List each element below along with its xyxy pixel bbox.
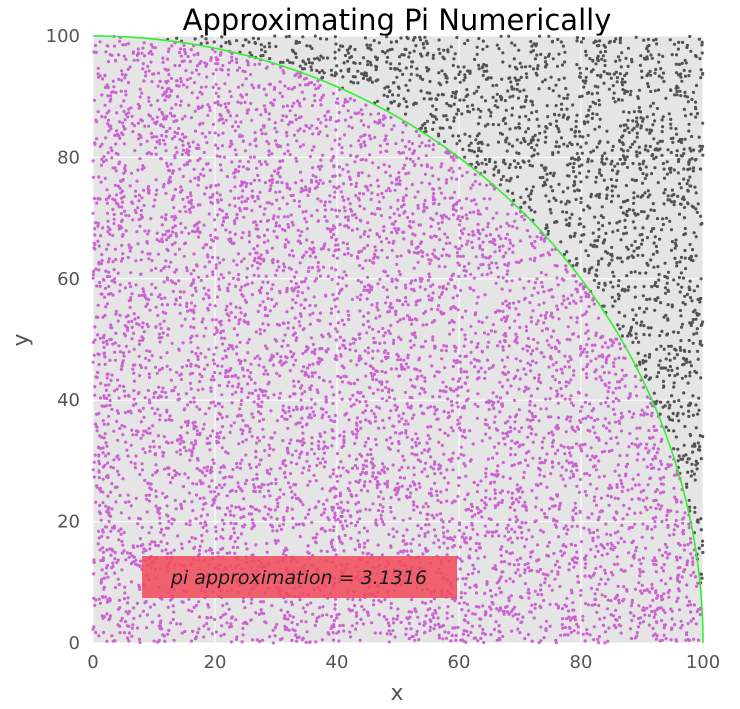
x-tick-label: 80 (570, 652, 593, 673)
x-tick-label: 0 (87, 652, 98, 673)
annotation-box (142, 556, 457, 598)
x-tick-label: 20 (204, 652, 227, 673)
y-axis-ticks: 0 20 40 60 80 100 (46, 26, 80, 654)
y-tick-label: 40 (57, 390, 80, 411)
quarter-circle-boundary (92, 35, 704, 644)
y-axis-label: y (9, 333, 34, 346)
x-tick-label: 100 (686, 652, 720, 673)
plot-area (93, 36, 703, 643)
chart-title: Approximating Pi Numerically (183, 3, 612, 37)
y-tick-label: 20 (57, 512, 80, 533)
x-tick-label: 60 (448, 652, 471, 673)
annotation-text: pi approximation = 3.1316 (170, 567, 427, 589)
pi-annotation: pi approximation = 3.1316 (142, 556, 457, 598)
y-tick-label: 0 (69, 633, 80, 654)
x-axis-ticks: 0 20 40 60 80 100 (87, 652, 720, 673)
x-axis-label: x (390, 681, 403, 706)
y-tick-label: 60 (57, 269, 80, 290)
x-tick-label: 40 (326, 652, 349, 673)
y-tick-label: 80 (57, 147, 80, 168)
y-tick-label: 100 (46, 26, 80, 47)
